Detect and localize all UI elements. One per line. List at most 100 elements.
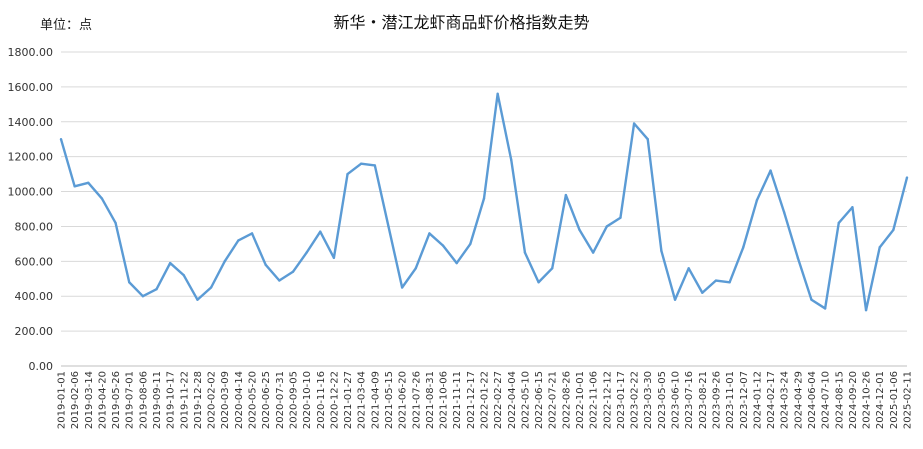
y-tick-label: 200.00 <box>15 325 54 338</box>
data-point <box>223 260 226 263</box>
data-point <box>823 307 827 310</box>
data-point <box>305 251 308 254</box>
x-tick-label: 2024-09-20 <box>848 371 859 429</box>
x-tick-label: 2021-12-17 <box>466 371 477 429</box>
x-tick-label: 2022-08-26 <box>561 371 572 429</box>
x-tick-label: 2021-11-11 <box>452 371 463 429</box>
x-tick-label: 2022-04-04 <box>507 371 518 429</box>
x-tick-label: 2022-01-22 <box>480 371 491 429</box>
y-tick-label: 0.00 <box>29 360 54 373</box>
x-tick-label: 2019-01-01 <box>57 371 68 429</box>
data-point <box>414 267 417 270</box>
x-tick-label: 2020-02-02 <box>207 371 218 429</box>
x-tick-label: 2024-01-12 <box>752 371 763 429</box>
x-tick-label: 2023-07-16 <box>684 371 695 429</box>
data-point <box>782 211 786 214</box>
data-point <box>564 193 568 197</box>
data-point <box>632 122 636 125</box>
x-tick-label: 2024-12-01 <box>875 371 886 429</box>
x-tick-label: 2024-03-24 <box>780 371 791 429</box>
data-point <box>510 158 513 162</box>
x-tick-label: 2025-02-11 <box>903 371 914 429</box>
data-point <box>278 279 281 282</box>
data-point <box>128 281 131 284</box>
x-tick-label: 2019-07-01 <box>125 371 136 429</box>
x-tick-label: 2024-10-26 <box>862 371 873 429</box>
data-point <box>264 263 267 267</box>
data-point <box>537 281 540 284</box>
x-tick-label: 2020-09-05 <box>288 371 299 429</box>
data-point <box>496 92 499 96</box>
data-point <box>373 164 377 167</box>
x-tick-label: 2022-07-21 <box>548 371 559 429</box>
chart-title: 新华・潜江龙虾商品虾价格指数走势 <box>333 13 590 32</box>
x-tick-label: 2023-01-17 <box>616 371 627 429</box>
data-point <box>469 242 472 246</box>
data-point <box>810 298 813 301</box>
x-tick-label: 2023-09-26 <box>711 371 722 429</box>
y-axis-ticks: 0.00 200.00 400.00 600.00 800.00 1000.00 1200.… <box>8 46 54 373</box>
data-point <box>428 232 431 235</box>
x-tick-label: 2019-03-14 <box>84 371 95 429</box>
x-tick-label: 2024-02-17 <box>766 371 777 429</box>
y-tick-label: 1800.00 <box>8 46 54 59</box>
x-tick-label: 2025-01-06 <box>889 371 900 429</box>
data-point <box>578 228 581 232</box>
x-tick-label: 2020-03-09 <box>220 371 231 429</box>
data-point <box>905 176 909 179</box>
data-point <box>796 256 800 260</box>
data-point <box>701 291 704 294</box>
data-point <box>114 221 117 225</box>
x-tick-label: 2022-10-01 <box>575 371 586 429</box>
y-tick-label: 1600.00 <box>8 81 54 94</box>
x-tick-label: 2020-11-16 <box>316 371 327 429</box>
x-tick-label: 2023-12-07 <box>739 371 750 429</box>
data-point <box>141 295 145 298</box>
data-point <box>591 251 595 254</box>
x-tick-label: 2024-08-15 <box>834 371 845 429</box>
data-point <box>182 274 186 277</box>
data-point <box>755 199 759 202</box>
x-tick-label: 2019-02-06 <box>70 371 81 429</box>
x-tick-label: 2023-08-21 <box>698 371 709 429</box>
data-point <box>250 232 254 235</box>
data-point <box>837 221 840 225</box>
x-tick-label: 2020-07-31 <box>275 371 286 429</box>
x-tick-label: 2020-05-20 <box>248 371 259 429</box>
unit-label: 单位：点 <box>40 18 93 33</box>
x-tick-label: 2019-11-22 <box>179 371 190 429</box>
x-axis-ticks: 2019-01-01 2019-02-06 2019-03-14 2019-04-20… <box>57 371 914 429</box>
x-tick-label: 2020-06-25 <box>261 371 272 429</box>
data-point <box>332 256 336 260</box>
x-tick-label: 2021-04-09 <box>370 371 381 429</box>
x-tick-label: 2021-10-06 <box>439 371 450 429</box>
price-index-series-line <box>59 92 909 312</box>
data-point <box>619 216 622 219</box>
x-tick-label: 2023-02-22 <box>630 371 641 429</box>
data-point <box>482 197 486 200</box>
data-point <box>400 286 404 289</box>
data-point <box>523 251 527 254</box>
x-tick-label: 2021-08-31 <box>425 371 436 429</box>
x-tick-label: 2024-07-10 <box>821 371 832 429</box>
data-point <box>455 261 458 265</box>
x-tick-label: 2024-06-04 <box>807 371 818 429</box>
data-point <box>673 298 677 301</box>
data-point <box>660 249 663 253</box>
x-tick-label: 2021-05-15 <box>384 371 395 429</box>
data-point <box>892 228 895 232</box>
x-tick-label: 2019-04-20 <box>97 371 108 429</box>
x-tick-label: 2024-04-29 <box>793 371 804 429</box>
data-point <box>100 197 104 200</box>
data-point <box>73 185 76 188</box>
x-tick-label: 2020-04-14 <box>234 371 245 429</box>
data-point <box>155 288 158 291</box>
data-point <box>168 261 172 265</box>
data-point <box>646 138 649 141</box>
data-point <box>742 246 745 249</box>
x-tick-label: 2021-07-26 <box>411 371 422 429</box>
data-point <box>714 279 718 282</box>
data-point <box>237 239 240 242</box>
x-tick-label: 2019-05-26 <box>111 371 122 429</box>
